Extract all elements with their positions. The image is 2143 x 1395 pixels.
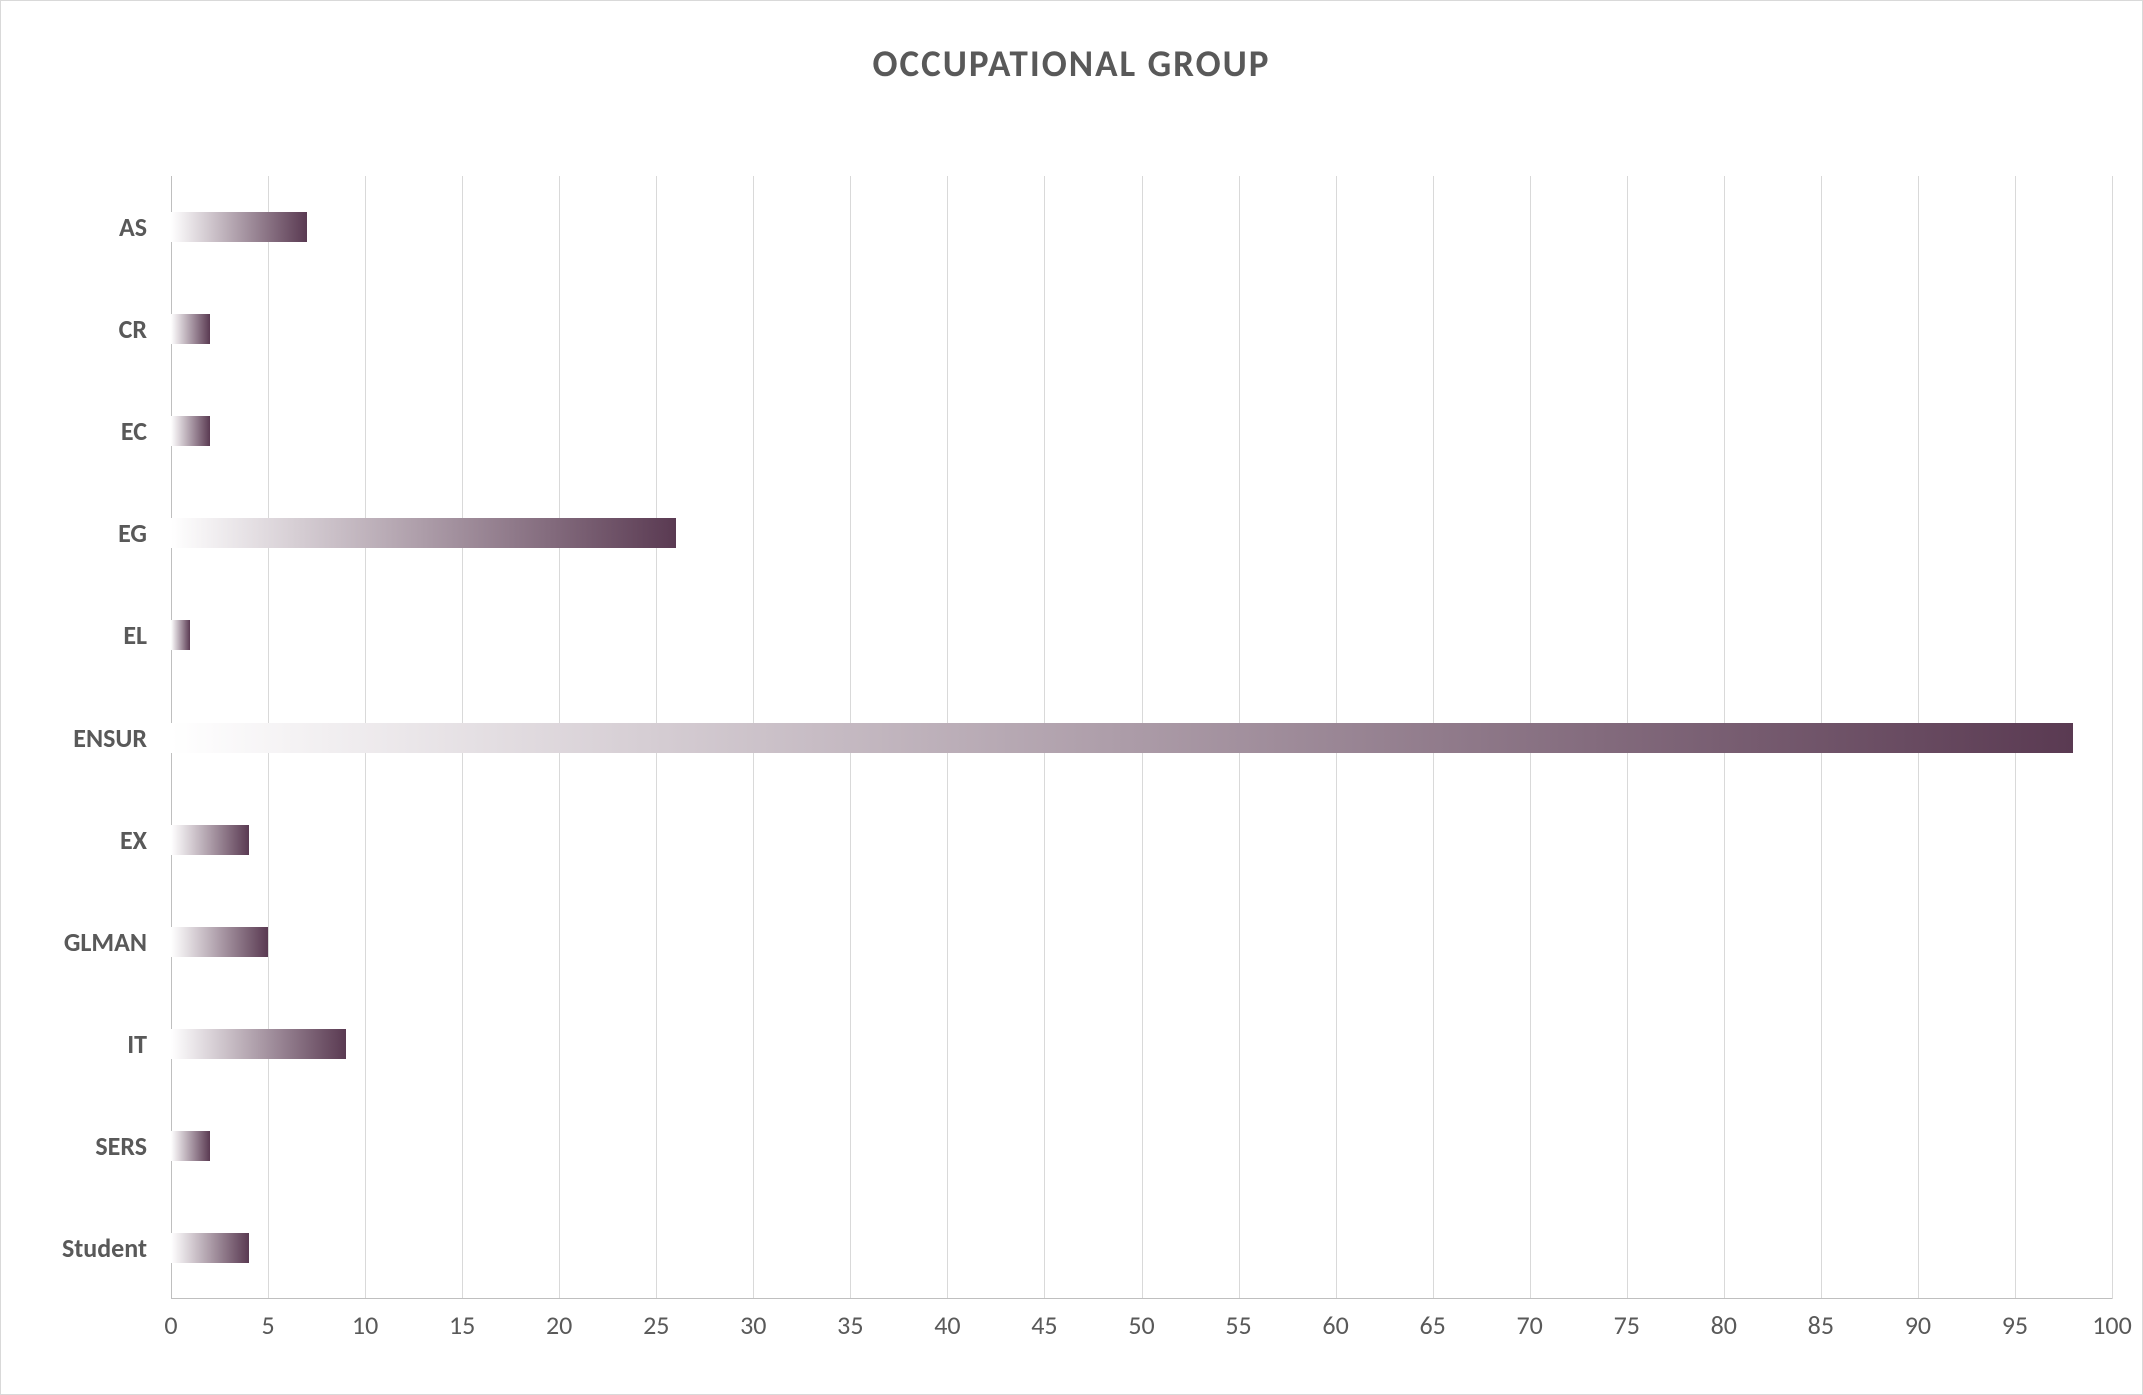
y-axis-label: GLMAN bbox=[1, 891, 161, 993]
bar bbox=[171, 723, 2073, 753]
x-axis-tick-label: 35 bbox=[837, 1309, 863, 1341]
x-axis-tick-label: 15 bbox=[449, 1309, 475, 1341]
gridline bbox=[2112, 176, 2113, 1299]
bar bbox=[171, 1233, 249, 1263]
x-axis-tick-label: 40 bbox=[934, 1309, 960, 1341]
bar bbox=[171, 1029, 346, 1059]
bar-row bbox=[171, 482, 2112, 584]
bar bbox=[171, 416, 210, 446]
x-axis-tick-label: 0 bbox=[164, 1309, 177, 1341]
chart-title: OCCUPATIONAL GROUP bbox=[1, 41, 2142, 86]
x-axis-tick-label: 75 bbox=[1614, 1309, 1640, 1341]
y-axis-label: IT bbox=[1, 993, 161, 1095]
x-axis-tick-label: 30 bbox=[740, 1309, 766, 1341]
y-axis-label: EL bbox=[1, 584, 161, 686]
plot-area bbox=[171, 176, 2112, 1299]
bar-row bbox=[171, 380, 2112, 482]
bar-row bbox=[171, 176, 2112, 278]
x-axis-tick-label: 85 bbox=[1808, 1309, 1834, 1341]
y-axis-label: AS bbox=[1, 176, 161, 278]
bar bbox=[171, 927, 268, 957]
x-axis-tick-label: 90 bbox=[1905, 1309, 1931, 1341]
bar-row bbox=[171, 1197, 2112, 1299]
bar bbox=[171, 825, 249, 855]
x-axis-tick-label: 45 bbox=[1031, 1309, 1057, 1341]
x-axis-tick-label: 10 bbox=[352, 1309, 378, 1341]
bar-row bbox=[171, 891, 2112, 993]
bar-row bbox=[171, 993, 2112, 1095]
x-axis-tick-label: 55 bbox=[1225, 1309, 1251, 1341]
x-axis-tick-label: 80 bbox=[1711, 1309, 1737, 1341]
x-axis-tick-label: 95 bbox=[2002, 1309, 2028, 1341]
y-axis-label: SERS bbox=[1, 1095, 161, 1197]
y-axis-label: EC bbox=[1, 380, 161, 482]
bar-row bbox=[171, 584, 2112, 686]
bar bbox=[171, 518, 676, 548]
y-axis-label: ENSUR bbox=[1, 686, 161, 788]
x-axis-tick-label: 65 bbox=[1419, 1309, 1445, 1341]
x-axis-tick-label: 70 bbox=[1517, 1309, 1543, 1341]
x-axis-labels: 0510152025303540455055606570758085909510… bbox=[171, 1309, 2112, 1349]
chart-container: OCCUPATIONAL GROUP ASCRECEGELENSUREXGLMA… bbox=[0, 0, 2143, 1395]
x-axis-tick-label: 20 bbox=[546, 1309, 572, 1341]
y-axis-label: EG bbox=[1, 482, 161, 584]
y-axis-label: EX bbox=[1, 789, 161, 891]
bar-row bbox=[171, 278, 2112, 380]
y-axis-labels: ASCRECEGELENSUREXGLMANITSERSStudent bbox=[1, 176, 161, 1299]
x-axis-tick-label: 60 bbox=[1322, 1309, 1348, 1341]
x-axis-tick-label: 100 bbox=[2092, 1309, 2132, 1341]
bars-group bbox=[171, 176, 2112, 1299]
y-axis-label: CR bbox=[1, 278, 161, 380]
bar-row bbox=[171, 686, 2112, 788]
x-axis-tick-label: 50 bbox=[1128, 1309, 1154, 1341]
bar-row bbox=[171, 1095, 2112, 1197]
bar bbox=[171, 1131, 210, 1161]
x-axis-tick-label: 5 bbox=[261, 1309, 274, 1341]
bar bbox=[171, 314, 210, 344]
x-axis-tick-label: 25 bbox=[643, 1309, 669, 1341]
bar bbox=[171, 212, 307, 242]
y-axis-label: Student bbox=[1, 1197, 161, 1299]
bar-row bbox=[171, 789, 2112, 891]
bar bbox=[171, 620, 190, 650]
